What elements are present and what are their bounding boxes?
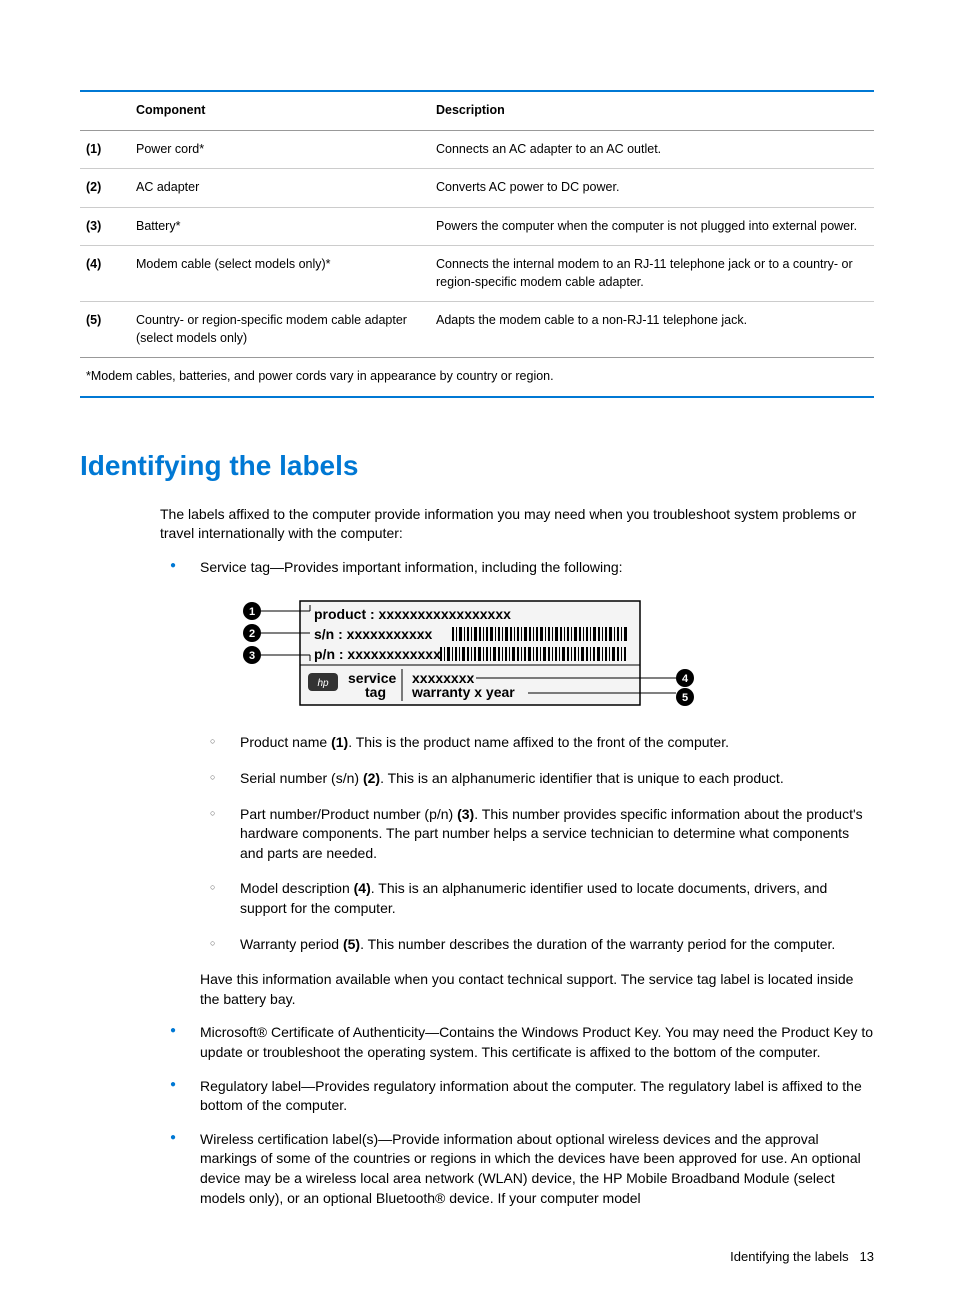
row-component: Battery* (130, 207, 430, 246)
svg-text:product : xxxxxxxxxxxxxxxxx: product : xxxxxxxxxxxxxxxxx (314, 606, 511, 622)
row-description: Converts AC power to DC power. (430, 169, 874, 208)
bullet-wireless: Wireless certification label(s)—Provide … (160, 1130, 874, 1208)
row-component: Country- or region-specific modem cable … (130, 302, 430, 358)
row-num: (2) (80, 169, 130, 208)
bullet-coa: Microsoft® Certificate of Authenticity—C… (160, 1023, 874, 1062)
intro-paragraph: The labels affixed to the computer provi… (160, 505, 874, 544)
row-num: (3) (80, 207, 130, 246)
svg-text:warranty x year: warranty x year (411, 684, 515, 700)
service-tag-diagram: hp product : xxxxxxxxxxxxxxxxx s/n : xxx… (240, 593, 700, 713)
svg-text:5: 5 (682, 692, 688, 704)
svg-text:s/n : xxxxxxxxxxx: s/n : xxxxxxxxxxx (314, 626, 433, 642)
sub-model: Model description (4). This is an alphan… (200, 879, 874, 918)
sub-warranty: Warranty period (5). This number describ… (200, 935, 874, 955)
svg-text:2: 2 (249, 628, 255, 640)
footer-page: 13 (860, 1249, 874, 1264)
footer-text: Identifying the labels (730, 1249, 849, 1264)
component-table: Component Description (1)Power cord*Conn… (80, 90, 874, 358)
bullet-service-tag: Service tag—Provides important informati… (160, 558, 874, 1010)
svg-text:p/n : xxxxxxxxxxxx: p/n : xxxxxxxxxxxx (314, 646, 441, 662)
sub-serial: Serial number (s/n) (2). This is an alph… (200, 769, 874, 789)
sub-product: Product name (1). This is the product na… (200, 733, 874, 753)
table-row: (4)Modem cable (select models only)*Conn… (80, 246, 874, 302)
svg-text:3: 3 (249, 650, 255, 662)
row-component: AC adapter (130, 169, 430, 208)
svg-text:1: 1 (249, 606, 255, 618)
row-num: (5) (80, 302, 130, 358)
svg-text:4: 4 (682, 673, 689, 685)
row-description: Connects an AC adapter to an AC outlet. (430, 130, 874, 169)
table-row: (5)Country- or region-specific modem cab… (80, 302, 874, 358)
row-description: Adapts the modem cable to a non-RJ-11 te… (430, 302, 874, 358)
table-row: (3)Battery*Powers the computer when the … (80, 207, 874, 246)
labels-bullet-list: Service tag—Provides important informati… (160, 558, 874, 1208)
page-footer: Identifying the labels 13 (80, 1248, 874, 1266)
bullet-service-text: Service tag—Provides important informati… (200, 559, 623, 575)
th-component: Component (130, 91, 430, 130)
service-tag-sublist: Product name (1). This is the product na… (200, 733, 874, 954)
table-row: (1)Power cord*Connects an AC adapter to … (80, 130, 874, 169)
svg-text:hp: hp (317, 678, 329, 689)
row-description: Powers the computer when the computer is… (430, 207, 874, 246)
inside-paragraph: Have this information available when you… (200, 970, 874, 1009)
row-description: Connects the internal modem to an RJ-11 … (430, 246, 874, 302)
table-row: (2)AC adapterConverts AC power to DC pow… (80, 169, 874, 208)
row-component: Power cord* (130, 130, 430, 169)
sub-part: Part number/Product number (p/n) (3). Th… (200, 805, 874, 864)
row-component: Modem cable (select models only)* (130, 246, 430, 302)
bullet-regulatory: Regulatory label—Provides regulatory inf… (160, 1077, 874, 1116)
th-description: Description (430, 91, 874, 130)
service-tag-figure: hp product : xxxxxxxxxxxxxxxxx s/n : xxx… (240, 593, 874, 713)
row-num: (4) (80, 246, 130, 302)
svg-text:tag: tag (365, 684, 386, 700)
table-footnote: *Modem cables, batteries, and power cord… (80, 358, 874, 398)
row-num: (1) (80, 130, 130, 169)
section-heading: Identifying the labels (80, 446, 874, 485)
